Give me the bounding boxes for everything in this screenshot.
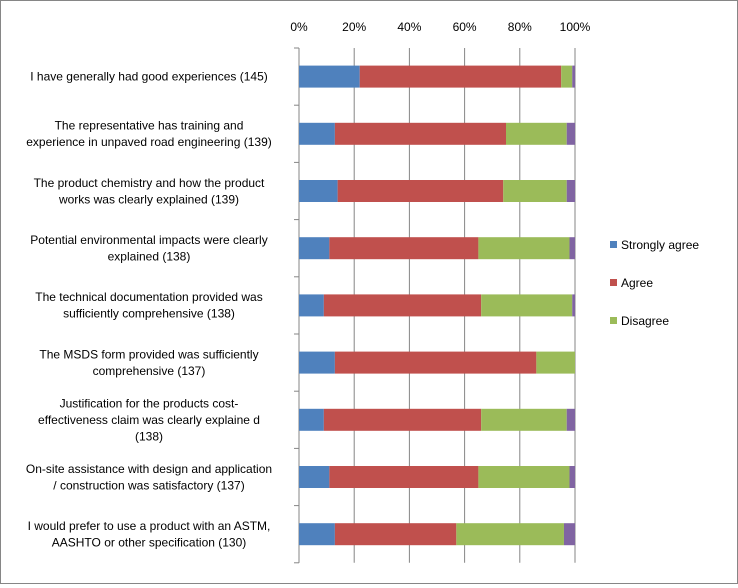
category-label: The product chemistry and how the produc…: [34, 176, 265, 207]
category-label-line: The MSDS form provided was sufficiently: [39, 347, 258, 361]
bars: [299, 65, 575, 546]
bar-segment-other: [563, 523, 575, 546]
category-label-line: On-site assistance with design and appli…: [26, 462, 272, 476]
bar-segment-agree: [329, 237, 479, 260]
category-label-line: explained (138): [108, 249, 191, 263]
bar-segment-agree: [323, 408, 482, 431]
bar-segment-agree: [337, 180, 504, 202]
category-label-line: The technical documentation provided was: [35, 290, 262, 304]
category-label: The MSDS form provided was sufficiently c…: [39, 347, 258, 378]
x-tick-label: 0%: [290, 20, 308, 34]
category-label-line: I have generally had good experiences (1…: [30, 70, 268, 84]
bar-segment-strongly-agree: [299, 180, 338, 202]
bar-segment-agree: [334, 122, 506, 145]
category-label-line: effectiveness claim was clearly explaine…: [38, 413, 260, 427]
bar-segment-strongly-agree: [299, 294, 324, 317]
bar-segment-disagree: [481, 408, 567, 431]
category-label: The technical documentation provided was…: [35, 290, 262, 321]
bar-segment-disagree: [481, 294, 573, 317]
legend-swatch: [610, 279, 617, 286]
bar-segment-agree: [323, 294, 482, 317]
bar-segment-other: [566, 180, 575, 202]
bar-segment-disagree: [561, 65, 573, 88]
bar-segment-strongly-agree: [299, 351, 335, 374]
category-label-line: comprehensive (137): [93, 364, 206, 378]
bar-segment-disagree: [478, 466, 570, 488]
category-label: The representative has training and exper…: [26, 119, 272, 150]
category-label: On-site assistance with design and appli…: [26, 462, 272, 493]
category-label-line: I would prefer to use a product with an …: [28, 519, 271, 533]
x-tick-label: 60%: [453, 20, 477, 34]
category-label-line: works was clearly explained (139): [58, 192, 239, 206]
category-label-line: sufficiently comprehensive (138): [63, 307, 235, 321]
bar-segment-strongly-agree: [299, 466, 330, 488]
bar-segment-agree: [334, 351, 537, 374]
x-tick-labels: 0% 20% 40% 60% 80% 100%: [290, 20, 590, 34]
bar-segment-disagree: [456, 523, 564, 546]
bar-segment-other: [566, 408, 575, 431]
legend-swatch: [610, 317, 617, 324]
x-tick-label: 40%: [397, 20, 421, 34]
legend-label: Strongly agree: [621, 238, 699, 252]
bar-segment-other: [566, 122, 575, 145]
bar-segment-strongly-agree: [299, 408, 324, 431]
bar-segment-strongly-agree: [299, 237, 330, 260]
bar-segment-agree: [334, 523, 457, 546]
bar-segment-disagree: [536, 351, 575, 374]
category-label-line: AASHTO or other specification (130): [52, 535, 247, 549]
category-label-line: The representative has training and: [55, 119, 244, 133]
bar-segment-disagree: [503, 180, 567, 202]
bar-segment-strongly-agree: [299, 65, 360, 88]
category-labels: I have generally had good experiences (1…: [26, 70, 272, 550]
legend-label: Disagree: [621, 314, 669, 328]
category-label: Potential environmental impacts were cle…: [30, 233, 267, 264]
bar-segment-other: [572, 294, 575, 317]
x-tick-label: 20%: [342, 20, 366, 34]
bar-segment-strongly-agree: [299, 122, 335, 145]
legend: Strongly agree Agree Disagree: [610, 238, 699, 328]
category-label-line: / construction was satisfactory (137): [53, 478, 244, 492]
bar-segment-strongly-agree: [299, 523, 335, 546]
category-label: I would prefer to use a product with an …: [28, 519, 271, 550]
bar-segment-other: [569, 466, 575, 488]
category-label: I have generally had good experiences (1…: [30, 70, 268, 84]
bar-segment-agree: [329, 466, 479, 488]
category-label-line: Justification for the products cost-: [60, 396, 239, 410]
bar-segment-agree: [359, 65, 562, 88]
bar-segment-other: [572, 65, 575, 88]
category-label-line: The product chemistry and how the produc…: [34, 176, 265, 190]
bar-segment-disagree: [478, 237, 570, 260]
legend-label: Agree: [621, 276, 653, 290]
x-tick-label: 100%: [560, 20, 591, 34]
axis: [294, 47, 300, 564]
category-label-line: experience in unpaved road engineering (…: [26, 135, 272, 149]
legend-swatch: [610, 241, 617, 248]
category-label-line: Potential environmental impacts were cle…: [30, 233, 267, 247]
category-label: Justification for the products cost-effe…: [38, 396, 260, 443]
bar-segment-disagree: [506, 122, 567, 145]
category-label-line: (138): [135, 429, 163, 443]
x-tick-label: 80%: [508, 20, 532, 34]
bar-segment-other: [569, 237, 575, 260]
